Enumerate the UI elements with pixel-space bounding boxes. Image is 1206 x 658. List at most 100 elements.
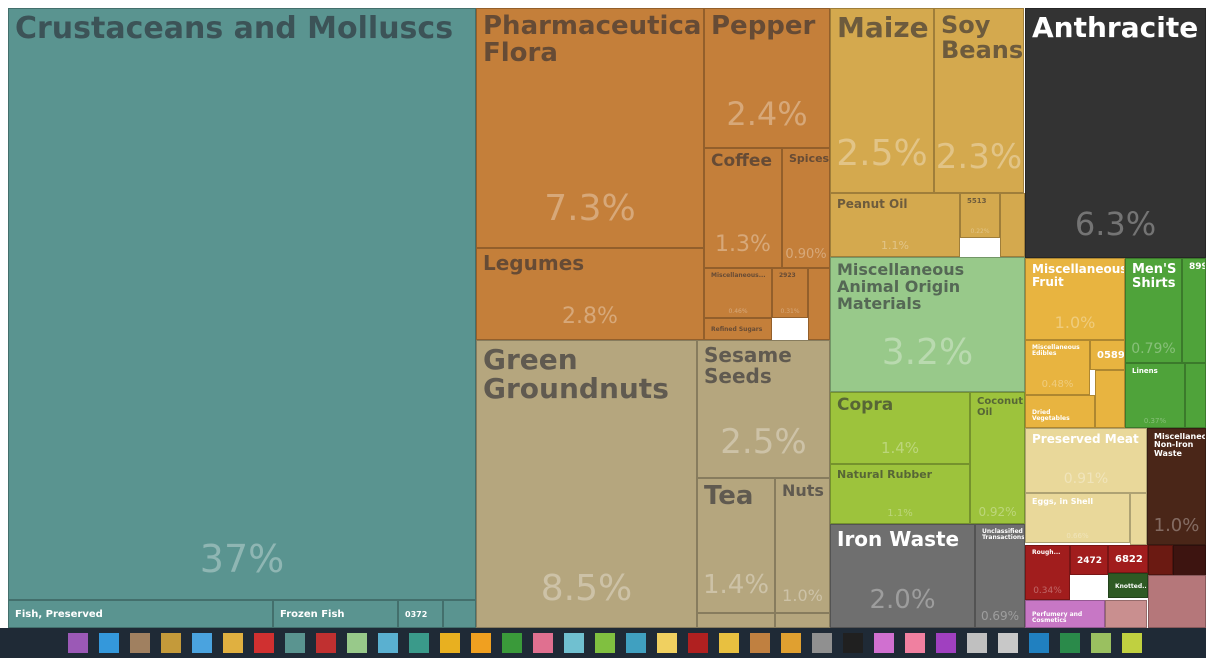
tile: 5513 0.22% bbox=[960, 193, 1000, 238]
tile-label: 8997 bbox=[1189, 262, 1205, 272]
tile-value-label: 0.48% bbox=[1041, 379, 1074, 390]
category-icon bbox=[719, 633, 739, 653]
tile-label: Miscellaneous Animal Origin Materials bbox=[837, 260, 965, 313]
tile: Fish, Preserved bbox=[8, 600, 273, 628]
tile-value-label: 2.3% bbox=[935, 136, 1023, 177]
tile-value-label: 0.46% bbox=[728, 308, 748, 316]
tile-label: Legumes bbox=[483, 251, 585, 275]
tile-label: Knotted... bbox=[1115, 582, 1148, 590]
tile: Frozen Fish bbox=[273, 600, 398, 628]
category-icon bbox=[223, 633, 243, 653]
tile: Knotted... bbox=[1108, 573, 1148, 598]
category-icon bbox=[1029, 633, 1049, 653]
tile: Anthracite 6.3% bbox=[1025, 8, 1206, 258]
tile: Crustaceans and Molluscs 37% bbox=[8, 8, 476, 600]
tile: 0589 bbox=[1090, 340, 1125, 370]
filler-tile bbox=[1148, 545, 1173, 575]
category-icon bbox=[874, 633, 894, 653]
tile-value-label: 1.1% bbox=[887, 508, 913, 519]
tile-value-label: 37% bbox=[199, 537, 285, 582]
tile-label: Eggs, in Shell bbox=[1032, 497, 1094, 506]
tile: 8997 bbox=[1182, 258, 1206, 363]
tile-label: Crustaceans and Molluscs bbox=[15, 11, 454, 46]
tile-label: Frozen Fish bbox=[280, 609, 345, 620]
filler-tile bbox=[808, 268, 830, 340]
tile: Copra 1.4% bbox=[830, 392, 970, 464]
tile-label: Green Groundnuts bbox=[483, 343, 669, 406]
tile: Eggs, in Shell 0.66% bbox=[1025, 493, 1130, 543]
tile-label: Refined Sugars bbox=[711, 326, 763, 333]
tile: Miscellaneous... 0.46% bbox=[704, 268, 772, 318]
tile-label: Fish, Preserved bbox=[15, 609, 103, 620]
tile: Coffee 1.3% bbox=[704, 148, 782, 268]
tile: Nuts 1.0% bbox=[775, 478, 830, 613]
category-icon bbox=[750, 633, 770, 653]
filler-tile bbox=[697, 613, 775, 628]
category-icon bbox=[99, 633, 119, 653]
tile: Miscellaneous Edibles 0.48% bbox=[1025, 340, 1090, 395]
category-icon bbox=[626, 633, 646, 653]
tile: Peanut Oil 1.1% bbox=[830, 193, 960, 257]
tile: Dried Vegetables bbox=[1025, 395, 1095, 428]
category-icon bbox=[781, 633, 801, 653]
tile: 6822 bbox=[1108, 545, 1148, 573]
tile: Pharmaceutical Flora 7.3% bbox=[476, 8, 704, 248]
tile-label: Miscellaneous... bbox=[711, 272, 766, 279]
tile-label: Natural Rubber bbox=[837, 468, 933, 481]
tile-value-label: 0.34% bbox=[1033, 585, 1062, 596]
tile: Maize 2.5% bbox=[830, 8, 934, 193]
category-icon bbox=[1122, 633, 1142, 653]
tile-label: Maize bbox=[837, 11, 929, 44]
category-icon bbox=[316, 633, 336, 653]
tile-value-label: 1.0% bbox=[1054, 313, 1096, 333]
filler-tile bbox=[1148, 575, 1206, 628]
tile-label: Sesame Seeds bbox=[704, 343, 792, 388]
tile-label: 0589 bbox=[1097, 350, 1125, 361]
tile-label: Pepper bbox=[711, 11, 816, 41]
tile: Miscellaneous Animal Origin Materials 3.2… bbox=[830, 257, 1025, 392]
tile-label: Spices bbox=[789, 152, 830, 165]
tile-label: Coffee bbox=[711, 151, 772, 171]
tile: Refined Sugars bbox=[704, 318, 772, 340]
category-icon bbox=[347, 633, 367, 653]
category-icon bbox=[254, 633, 274, 653]
tile: Green Groundnuts 8.5% bbox=[476, 340, 697, 628]
tile: Natural Rubber 1.1% bbox=[830, 464, 970, 524]
tile-label: 2923 bbox=[779, 272, 796, 279]
tile: 2472 bbox=[1070, 545, 1108, 575]
category-icon bbox=[409, 633, 429, 653]
tile-label: Linens bbox=[1132, 367, 1158, 375]
tile-value-label: 6.3% bbox=[1074, 204, 1157, 243]
tile: Pepper 2.4% bbox=[704, 8, 830, 148]
tile-value-label: 2.4% bbox=[726, 94, 808, 133]
tile: Linens 0.37% bbox=[1125, 363, 1185, 428]
tile-label: Rough... bbox=[1032, 549, 1061, 556]
tile-value-label: 1.4% bbox=[702, 570, 770, 601]
category-icon bbox=[688, 633, 708, 653]
category-icon bbox=[1091, 633, 1111, 653]
tile-value-label: 0.66% bbox=[1066, 531, 1089, 540]
tile-label: Copra bbox=[837, 395, 894, 415]
tile-value-label: 2.0% bbox=[869, 585, 936, 616]
tile-label: Dried Vegetables bbox=[1032, 408, 1070, 422]
tile-label: Miscellaneous Fruit bbox=[1032, 262, 1125, 289]
tile-label: Peanut Oil bbox=[837, 197, 908, 211]
tile: Iron Waste 2.0% bbox=[830, 524, 975, 628]
tile: Perfumery and Cosmetics bbox=[1025, 600, 1105, 628]
category-icon bbox=[161, 633, 181, 653]
tile-value-label: 1.1% bbox=[881, 239, 909, 253]
category-icon bbox=[68, 633, 88, 653]
category-icon bbox=[1060, 633, 1080, 653]
tile-label: Men'S Shirts bbox=[1132, 262, 1177, 291]
tile-label: Miscellaneous Non-Iron Waste bbox=[1154, 432, 1205, 458]
tile: Sesame Seeds 2.5% bbox=[697, 340, 830, 478]
tile: Miscellaneous Non-Iron Waste 1.0% bbox=[1147, 428, 1206, 545]
filler-tile bbox=[775, 613, 830, 628]
category-icon bbox=[502, 633, 522, 653]
tile-label: 0372 bbox=[405, 610, 428, 619]
tile-value-label: 2.5% bbox=[720, 421, 807, 462]
tile: 0372 bbox=[398, 600, 443, 628]
category-icon bbox=[905, 633, 925, 653]
tile-label: Pharmaceutical Flora bbox=[483, 11, 704, 69]
